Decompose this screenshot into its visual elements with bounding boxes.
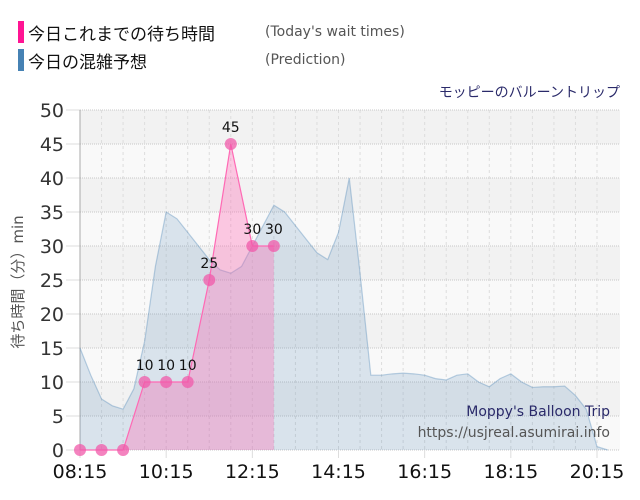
legend-swatch-blue [18,49,24,71]
data-point[interactable] [117,444,130,456]
data-point[interactable] [224,138,237,150]
y-tick-label: 0 [52,440,64,462]
chart-title: モッピーのバルーントリップ [438,85,620,101]
x-tick-label: 20:15 [570,461,625,483]
today-line [80,143,274,451]
data-label: 10 [179,358,197,374]
plot-band [80,246,620,280]
data-point[interactable] [181,376,194,388]
plot-band [80,280,620,314]
x-tick-label: 14:15 [311,461,366,483]
plot-band [80,382,620,416]
data-point[interactable] [95,444,108,456]
plot-band [80,314,620,348]
plot-band [80,416,620,450]
legend-item-prediction: 今日の混雑予想 (Prediction) [18,48,346,73]
data-point[interactable] [203,274,216,286]
plot-band [80,212,620,246]
y-tick-label: 25 [40,270,64,292]
legend-swatch-pink [18,21,24,43]
data-label: 30 [243,222,261,238]
prediction-area [80,178,608,450]
x-tick-label: 16:15 [397,461,452,483]
data-label: 30 [265,222,283,238]
plot-band [80,178,620,212]
y-tick-label: 40 [40,168,64,190]
today-area [80,144,274,450]
data-point[interactable] [160,376,173,388]
y-axis-label: 待ち時間（分）min [9,215,27,348]
legend-today-en: (Today's wait times) [265,24,405,40]
data-point[interactable] [246,240,259,252]
data-point[interactable] [74,444,86,456]
y-tick-label: 35 [40,202,64,224]
prediction-line [79,177,608,451]
watermark-url: https://usjreal.asumirai.info [418,425,610,441]
y-tick-label: 10 [40,372,64,394]
x-tick-label: 12:15 [225,461,280,483]
y-tick-label: 30 [40,236,64,258]
y-tick-label: 15 [40,338,64,360]
y-tick-label: 50 [40,100,64,122]
legend-prediction-en: (Prediction) [265,52,346,68]
y-tick-label: 45 [40,134,64,156]
plot-band [80,144,620,178]
plot-band [80,110,620,144]
y-tick-label: 5 [52,406,64,428]
x-tick-label: 18:15 [483,461,538,483]
legend-today-jp: 今日これまでの待ち時間 [28,24,215,45]
data-point[interactable] [138,376,151,388]
y-tick-label: 20 [40,304,64,326]
x-tick-label: 10:15 [139,461,194,483]
data-point[interactable] [267,240,280,252]
data-label: 10 [157,358,175,374]
data-label: 45 [222,120,240,136]
legend-item-today: 今日これまでの待ち時間 (Today's wait times) [18,20,405,45]
data-label: 25 [200,256,218,272]
legend-prediction-jp: 今日の混雑予想 [28,52,147,73]
plot-band [80,348,620,382]
x-tick-label: 08:15 [53,461,108,483]
watermark-title: Moppy's Balloon Trip [466,404,610,420]
data-label: 10 [136,358,154,374]
